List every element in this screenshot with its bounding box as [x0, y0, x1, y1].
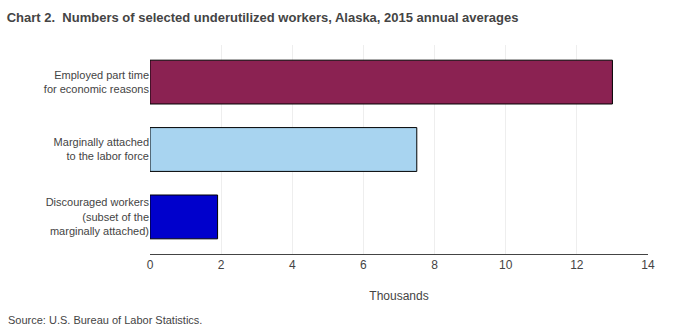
svg-text:12: 12	[570, 258, 584, 272]
svg-text:Marginally attachedto the labo: Marginally attachedto the labor force	[54, 136, 149, 162]
svg-text:Thousands: Thousands	[369, 289, 428, 303]
svg-text:14: 14	[641, 258, 655, 272]
svg-text:6: 6	[360, 258, 367, 272]
svg-text:0: 0	[147, 258, 154, 272]
svg-text:Employed part timefor economic: Employed part timefor economic reasons	[44, 69, 150, 95]
svg-text:Discouraged workers(subset of: Discouraged workers(subset of themargina…	[46, 196, 150, 237]
svg-text:2: 2	[218, 258, 225, 272]
svg-text:4: 4	[289, 258, 296, 272]
svg-text:Source: U.S. Bureau of Labor S: Source: U.S. Bureau of Labor Statistics.	[8, 314, 202, 326]
svg-text:8: 8	[431, 258, 438, 272]
svg-text:Chart 2. Numbers of selected: Chart 2. Numbers of selected underutiliz…	[7, 10, 519, 25]
svg-text:10: 10	[499, 258, 513, 272]
